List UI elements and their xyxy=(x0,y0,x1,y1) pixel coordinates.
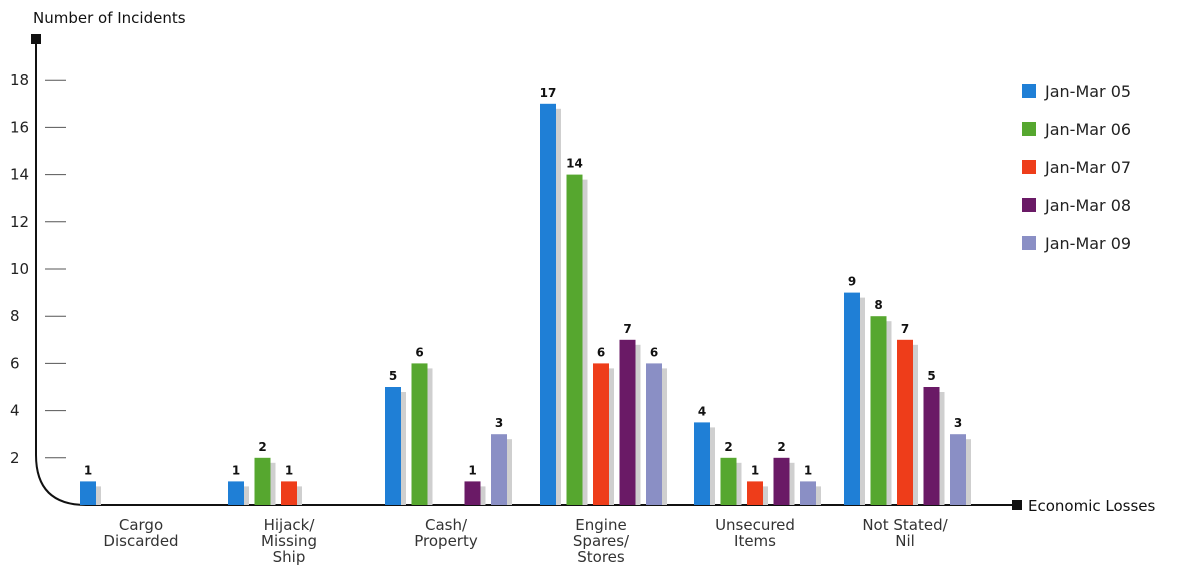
bar xyxy=(773,457,790,505)
category-label: Hijack/ xyxy=(264,516,316,534)
category-label: Not Stated/ xyxy=(862,516,948,534)
bar xyxy=(491,434,507,505)
legend-label: Jan-Mar 07 xyxy=(1044,158,1131,177)
data-label: 5 xyxy=(389,369,397,383)
bar xyxy=(566,174,583,505)
data-label: 5 xyxy=(927,369,935,383)
bar xyxy=(619,339,636,505)
bar xyxy=(870,316,887,505)
bar xyxy=(80,481,96,505)
y-tick-label: 10 xyxy=(10,260,29,278)
data-label: 8 xyxy=(874,298,882,312)
x-axis-end-marker xyxy=(1012,500,1022,510)
bar xyxy=(464,481,481,505)
data-label: 3 xyxy=(495,416,503,430)
axis-line xyxy=(35,40,1012,506)
legend-label: Jan-Mar 06 xyxy=(1044,120,1131,139)
bar xyxy=(646,363,662,505)
category-label: Discarded xyxy=(103,532,178,550)
data-label: 2 xyxy=(777,440,785,454)
data-label: 1 xyxy=(84,463,92,477)
y-tick-label: 2 xyxy=(10,449,20,467)
category-label: Ship xyxy=(273,548,306,566)
data-label: 1 xyxy=(285,463,293,477)
data-label: 6 xyxy=(415,345,423,359)
bar xyxy=(254,457,271,505)
bar xyxy=(411,363,428,505)
category-label: Spares/ xyxy=(573,532,630,550)
data-label: 1 xyxy=(232,463,240,477)
bar xyxy=(950,434,966,505)
data-label: 17 xyxy=(540,86,557,100)
data-label: 7 xyxy=(901,322,909,336)
category-label: Items xyxy=(734,532,776,550)
data-label: 2 xyxy=(258,440,266,454)
y-tick-label: 18 xyxy=(10,71,29,89)
bar xyxy=(923,387,940,505)
data-label: 4 xyxy=(698,404,706,418)
bar xyxy=(694,422,710,505)
y-tick-label: 4 xyxy=(10,402,20,420)
bar xyxy=(844,292,860,505)
bar xyxy=(720,457,737,505)
data-label: 3 xyxy=(954,416,962,430)
x-axis-title: Economic Losses xyxy=(1028,497,1156,515)
category-label: Cash/ xyxy=(425,516,468,534)
legend-swatch xyxy=(1022,236,1036,250)
bar xyxy=(593,363,609,505)
legend-swatch xyxy=(1022,160,1036,174)
y-tick-label: 16 xyxy=(10,118,29,136)
legend-label: Jan-Mar 09 xyxy=(1044,234,1131,253)
bar xyxy=(281,481,297,505)
data-label: 6 xyxy=(597,345,605,359)
legend-label: Jan-Mar 08 xyxy=(1044,196,1131,215)
data-label: 1 xyxy=(751,463,759,477)
data-label: 1 xyxy=(804,463,812,477)
bar xyxy=(897,339,913,505)
y-tick-label: 6 xyxy=(10,354,20,372)
data-label: 9 xyxy=(848,275,856,289)
category-label: Missing xyxy=(261,532,317,550)
bar xyxy=(540,103,556,506)
legend-swatch xyxy=(1022,198,1036,212)
category-label: Nil xyxy=(895,532,915,550)
data-label: 1 xyxy=(468,463,476,477)
y-axis-title: Number of Incidents xyxy=(33,9,186,27)
y-axis-end-marker xyxy=(31,34,41,44)
data-label: 14 xyxy=(566,157,583,171)
category-label: Engine xyxy=(575,516,626,534)
legend-label: Jan-Mar 05 xyxy=(1044,82,1131,101)
y-tick-label: 14 xyxy=(10,166,29,184)
bar xyxy=(228,481,244,505)
bar xyxy=(747,481,763,505)
category-label: Property xyxy=(414,532,478,550)
legend-swatch xyxy=(1022,122,1036,136)
bar xyxy=(800,481,816,505)
data-label: 7 xyxy=(623,322,631,336)
category-label: Stores xyxy=(577,548,625,566)
y-tick-label: 8 xyxy=(10,307,20,325)
data-label: 2 xyxy=(724,440,732,454)
data-label: 6 xyxy=(650,345,658,359)
legend-swatch xyxy=(1022,84,1036,98)
y-tick-label: 12 xyxy=(10,213,29,231)
category-label: Cargo xyxy=(119,516,163,534)
category-label: Unsecured xyxy=(715,516,795,534)
bar xyxy=(385,387,401,505)
